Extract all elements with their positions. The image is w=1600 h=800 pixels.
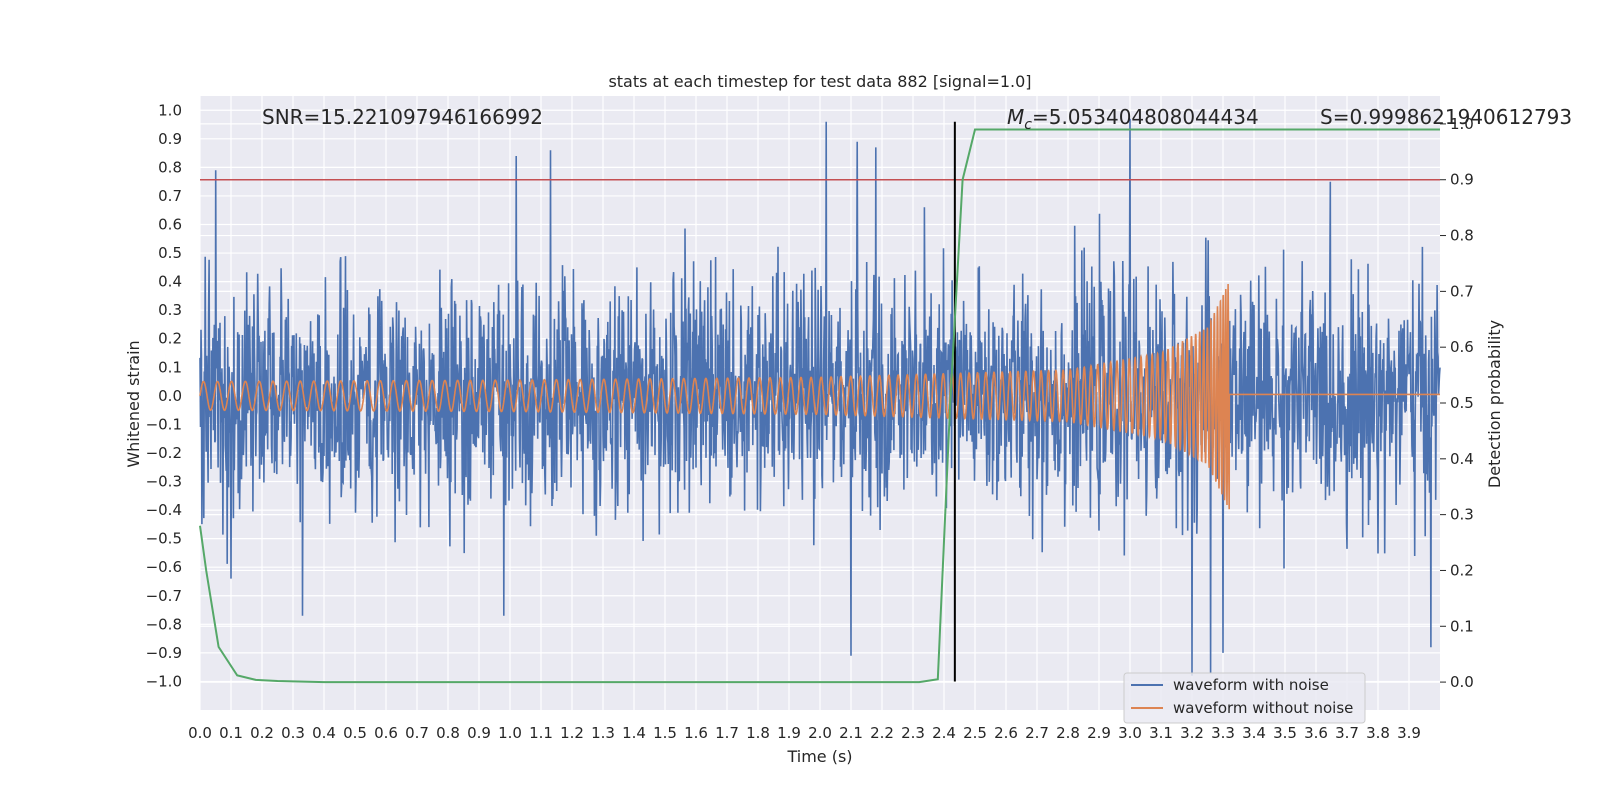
y-axis-label: Whitened strain xyxy=(124,340,143,467)
x-tick-label: 1.1 xyxy=(529,724,553,742)
x-tick-label: 0.7 xyxy=(405,724,429,742)
y-tick-label: 0.8 xyxy=(158,158,182,176)
x-tick-label: 2.5 xyxy=(963,724,987,742)
x-tick-label: 2.1 xyxy=(839,724,863,742)
x-tick-label: 3.3 xyxy=(1211,724,1235,742)
chart-title: stats at each timestep for test data 882… xyxy=(608,72,1031,91)
y-tick-label: 0.6 xyxy=(158,216,182,234)
x-tick-label: 3.5 xyxy=(1273,724,1297,742)
x-tick-label: 3.4 xyxy=(1242,724,1266,742)
y-tick-label: 0.9 xyxy=(158,130,182,148)
snr-annotation: SNR=15.221097946166992 xyxy=(262,105,543,129)
x-tick-label: 2.0 xyxy=(808,724,832,742)
y-tick-label: 0.7 xyxy=(158,187,182,205)
x-tick-label: 2.2 xyxy=(870,724,894,742)
y-tick-label: −0.1 xyxy=(146,415,182,433)
x-tick-label: 2.4 xyxy=(932,724,956,742)
y-tick-label: −0.9 xyxy=(146,644,182,662)
y2-tick-label: 0.1 xyxy=(1450,617,1474,635)
y2-tick-label: 0.2 xyxy=(1450,561,1474,579)
x-tick-label: 0.0 xyxy=(188,724,212,742)
y2-tick-label: 0.9 xyxy=(1450,171,1474,189)
y-tick-label: −0.4 xyxy=(146,501,182,519)
x-tick-label: 3.2 xyxy=(1180,724,1204,742)
y-tick-label: −0.3 xyxy=(146,473,182,491)
y2-tick-label: 0.8 xyxy=(1450,227,1474,245)
y-tick-label: −1.0 xyxy=(146,672,182,690)
x-tick-label: 0.1 xyxy=(219,724,243,742)
y-tick-label: −0.5 xyxy=(146,530,182,548)
x-tick-label: 0.2 xyxy=(250,724,274,742)
legend: waveform with noise waveform without noi… xyxy=(1123,672,1366,724)
y2-tick-label: 0.7 xyxy=(1450,282,1474,300)
overlays xyxy=(199,121,1440,684)
y-tick-label: −0.2 xyxy=(146,444,182,462)
y-tick-label: 0.4 xyxy=(158,273,182,291)
y2-tick-label: 1.0 xyxy=(1450,115,1474,133)
x-tick-label: 1.4 xyxy=(622,724,646,742)
x-tick-label: 1.3 xyxy=(591,724,615,742)
y2-tick-label: 0.0 xyxy=(1450,673,1474,691)
legend-label-clean: waveform without noise xyxy=(1173,699,1353,717)
legend-box xyxy=(1123,672,1366,724)
x-tick-label: 3.9 xyxy=(1397,724,1421,742)
x-tick-label: 2.8 xyxy=(1056,724,1080,742)
x-tick-label: 2.7 xyxy=(1025,724,1049,742)
x-tick-label: 0.9 xyxy=(467,724,491,742)
x-tick-label: 1.0 xyxy=(498,724,522,742)
y-tick-label: 0.5 xyxy=(158,244,182,262)
clean-waveform-line xyxy=(199,283,1440,510)
legend-label-noisy: waveform with noise xyxy=(1173,676,1329,694)
x-tick-label: 3.7 xyxy=(1335,724,1359,742)
x-tick-label: 0.3 xyxy=(281,724,305,742)
y-tick-label: −0.8 xyxy=(146,615,182,633)
x-tick-label: 1.7 xyxy=(715,724,739,742)
y-tick-label: 0.0 xyxy=(158,387,182,405)
x-tick-label: 1.8 xyxy=(746,724,770,742)
x-tick-label: 1.2 xyxy=(560,724,584,742)
y2-tick-label: 0.3 xyxy=(1450,506,1474,524)
x-tick-label: 0.4 xyxy=(312,724,336,742)
y-tick-label: 0.2 xyxy=(158,330,182,348)
tick-labels: 0.0 0.1 0.2 0.3 0.4 0.5 0.6 0.7 0.8 0.9 1.0 1.1 1.2 1… xyxy=(146,101,1474,742)
x-tick-label: 2.9 xyxy=(1087,724,1111,742)
x-axis-label: Time (s) xyxy=(786,747,852,766)
score-annotation: S=0.9998621940612793 xyxy=(1320,105,1572,129)
y-tick-label: 0.3 xyxy=(158,301,182,319)
x-tick-label: 0.5 xyxy=(343,724,367,742)
x-tick-label: 3.8 xyxy=(1366,724,1390,742)
x-tick-label: 3.1 xyxy=(1149,724,1173,742)
y-tick-label: −0.6 xyxy=(146,558,182,576)
chirp-mass-annotation: Mc=5.053404808044434 xyxy=(1007,105,1259,133)
x-tick-label: 3.6 xyxy=(1304,724,1328,742)
y2-tick-label: 0.6 xyxy=(1450,338,1474,356)
x-tick-label: 2.6 xyxy=(994,724,1018,742)
y-tick-label: −0.7 xyxy=(146,587,182,605)
detection-probability-line xyxy=(199,128,1440,684)
x-tick-label: 3.0 xyxy=(1118,724,1142,742)
y2-tick-label: 0.5 xyxy=(1450,394,1474,412)
x-tick-label: 0.6 xyxy=(374,724,398,742)
y2-tick-label: 0.4 xyxy=(1450,450,1474,468)
clean-waveform-series xyxy=(199,283,1440,510)
x-tick-label: 1.6 xyxy=(684,724,708,742)
x-tick-label: 0.8 xyxy=(436,724,460,742)
y2-axis-label: Detection probability xyxy=(1485,320,1504,488)
x-tick-label: 1.9 xyxy=(777,724,801,742)
y-tick-label: 0.1 xyxy=(158,358,182,376)
y-tick-label: 1.0 xyxy=(158,101,182,119)
x-tick-label: 1.5 xyxy=(653,724,677,742)
x-tick-label: 2.3 xyxy=(901,724,925,742)
